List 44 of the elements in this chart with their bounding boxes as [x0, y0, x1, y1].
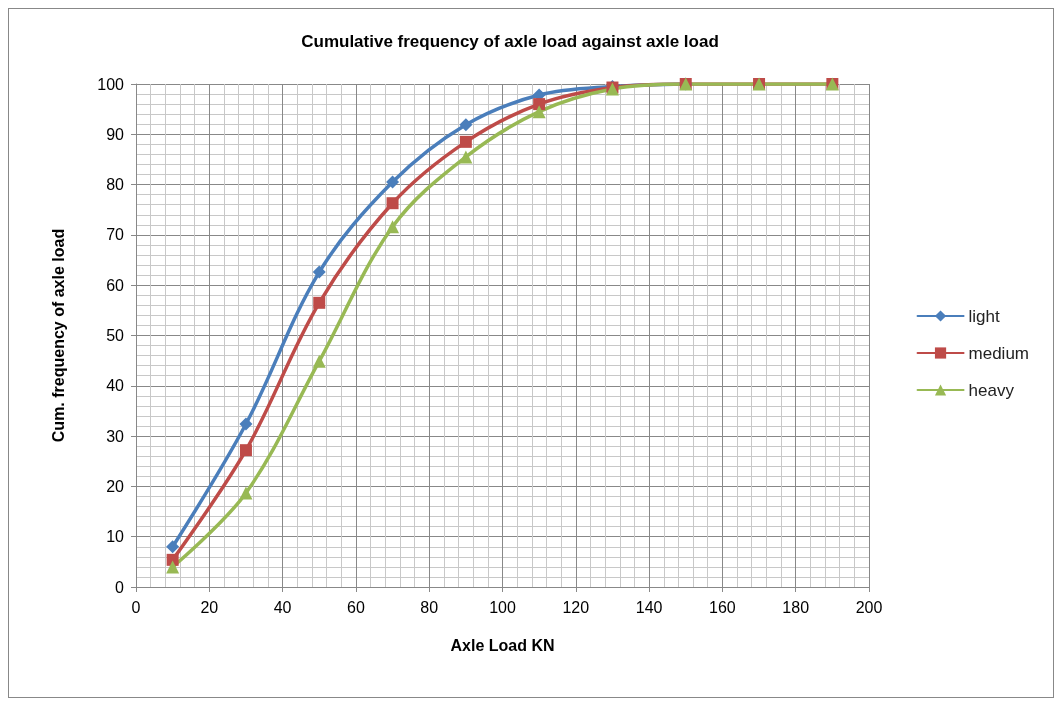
legend-label: heavy — [968, 380, 1015, 400]
legend-label: medium — [968, 343, 1030, 363]
y-tick-label: 70 — [106, 226, 125, 244]
legend-label: light — [968, 306, 1000, 326]
point — [459, 118, 473, 132]
y-tick-label: 100 — [97, 75, 125, 93]
point — [312, 265, 326, 279]
point — [533, 98, 546, 111]
x-tick-label: 20 — [200, 598, 219, 616]
y-tick-label: 40 — [106, 377, 125, 395]
point — [166, 560, 180, 574]
y-tick-label: 80 — [106, 176, 125, 194]
x-tick-label: 100 — [489, 598, 516, 616]
point — [459, 150, 473, 164]
x-axis-title: Axle Load KN — [450, 636, 555, 654]
point — [459, 135, 472, 148]
y-tick-label: 50 — [106, 327, 125, 344]
x-tick-label: 40 — [273, 598, 292, 616]
point — [532, 105, 546, 119]
x-tick-label: 120 — [562, 598, 590, 616]
x-tick-label: 60 — [347, 598, 365, 616]
x-tick-label: 180 — [782, 598, 810, 616]
y-tick-label: 0 — [115, 578, 125, 596]
y-tick-label: 30 — [106, 427, 125, 445]
y-tick-label: 10 — [106, 528, 125, 546]
point — [386, 197, 399, 210]
point — [386, 220, 400, 234]
x-tick-label: 80 — [420, 598, 439, 616]
point — [386, 175, 400, 189]
point — [239, 444, 252, 457]
point — [313, 296, 326, 309]
x-tick-label: 140 — [635, 598, 663, 616]
y-tick-label: 60 — [106, 276, 125, 294]
y-tick-label: 20 — [106, 477, 125, 495]
point — [312, 354, 326, 368]
y-axis-title: Cum. frequency of axle load — [49, 228, 67, 443]
x-tick-label: 0 — [131, 598, 141, 616]
chart-title: Cumulative frequency of axle load against axle load — [301, 32, 719, 51]
point — [239, 417, 253, 431]
x-tick-label: 160 — [709, 598, 736, 616]
point — [166, 540, 180, 554]
point — [239, 486, 253, 500]
x-tick-label: 200 — [855, 598, 883, 616]
y-tick-label: 90 — [106, 125, 125, 143]
